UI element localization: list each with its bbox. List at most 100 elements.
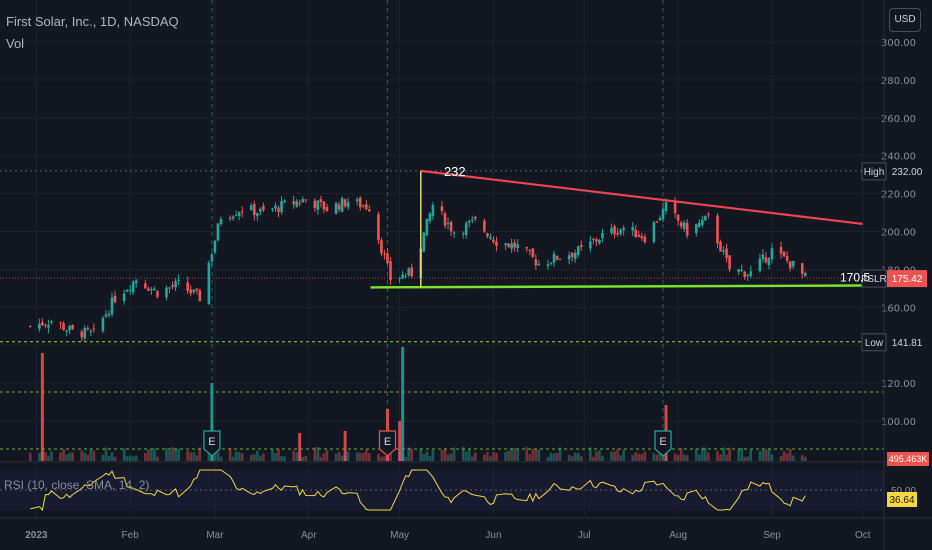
high-value: 232.00 <box>892 167 923 178</box>
volume-bar <box>65 454 68 461</box>
support-trendline <box>370 284 863 289</box>
candle-body <box>83 327 87 339</box>
candle-body <box>210 254 214 262</box>
candle-body <box>277 207 280 212</box>
time-tick-label: Feb <box>122 530 140 541</box>
volume-bar <box>334 453 338 461</box>
volume-bar <box>449 453 453 461</box>
candle-body <box>237 212 241 217</box>
volume-bar <box>313 447 317 461</box>
volume-bar <box>380 456 383 461</box>
volume-bar <box>346 451 350 461</box>
volume-bar <box>546 456 550 461</box>
volume-bar <box>325 450 329 461</box>
candle-body <box>452 232 456 234</box>
volume-bar <box>38 452 41 461</box>
volume-bar <box>361 452 365 461</box>
candle-body <box>685 222 689 236</box>
volume-bar <box>495 452 498 461</box>
candle-body <box>507 243 510 248</box>
candle-body <box>428 213 432 221</box>
candle-body <box>259 208 262 212</box>
volume-bar <box>171 447 174 461</box>
candle-body <box>589 241 592 249</box>
volume-bar <box>758 451 762 461</box>
candle-body <box>558 258 562 260</box>
volume-bar <box>510 448 513 461</box>
candle-body <box>528 249 532 251</box>
candle-body <box>355 199 359 202</box>
candle-body <box>695 224 698 233</box>
volume-bar <box>383 456 386 461</box>
candle-body <box>531 248 535 257</box>
volume-bar <box>483 454 486 461</box>
volume-bar <box>803 456 807 461</box>
candle-body <box>153 288 156 291</box>
candle-body <box>682 222 686 229</box>
volume-bar <box>92 450 96 461</box>
volume-bar <box>640 454 644 461</box>
candle-body <box>637 234 641 237</box>
volume-bars <box>28 347 807 461</box>
support-value-label: 170.5 <box>840 270 870 284</box>
volume-bar <box>592 456 595 461</box>
candle-body <box>652 222 656 243</box>
candle-body <box>65 330 68 332</box>
candle-body <box>271 208 274 210</box>
volume-bar <box>507 450 510 461</box>
candle-body <box>676 214 680 221</box>
earnings-marker[interactable]: E <box>203 430 221 457</box>
candle-body <box>71 325 74 329</box>
volume-bar <box>174 449 177 461</box>
candle-body <box>495 241 498 246</box>
candle-body <box>661 208 665 220</box>
candle-body <box>407 268 410 276</box>
candle-body <box>673 201 677 214</box>
candle-body <box>147 288 150 291</box>
earnings-marker[interactable]: E <box>654 430 672 457</box>
volume-bar <box>110 452 114 461</box>
candle-body <box>165 287 168 298</box>
candle-body <box>386 253 389 264</box>
candle-body <box>573 252 577 260</box>
volume-bar <box>134 455 138 461</box>
candle-body <box>292 201 295 205</box>
candle-body <box>800 263 804 274</box>
volume-bar <box>262 453 265 461</box>
candle-body <box>743 271 747 277</box>
volume-bar <box>213 452 217 461</box>
candle-body <box>131 281 135 293</box>
candle-body <box>474 216 477 219</box>
volume-value: 495.463K <box>889 454 928 464</box>
rsi-level-label: 50.00 <box>891 486 916 497</box>
candle-body <box>758 258 762 272</box>
volume-bar <box>377 453 380 461</box>
earnings-marker[interactable]: E <box>378 430 397 457</box>
volume-bar <box>165 447 168 461</box>
earnings-marker-label: E <box>208 436 215 448</box>
earnings-marker-label: E <box>384 436 391 448</box>
candle-body <box>704 215 707 221</box>
candle-body <box>59 322 62 324</box>
candle-body <box>262 206 265 211</box>
candle-body <box>504 243 507 246</box>
currency-button[interactable]: USD <box>889 8 921 32</box>
volume-bar <box>467 449 471 461</box>
candle-body <box>570 252 574 257</box>
volume-bar <box>589 447 592 461</box>
volume-bar <box>761 448 765 461</box>
volume-bar <box>83 452 87 461</box>
candle-body <box>546 264 550 267</box>
volume-bar <box>80 450 84 461</box>
candle-body <box>301 199 305 203</box>
price-tick-label: 300.00 <box>881 38 916 49</box>
volume-spike <box>343 431 347 461</box>
volume-bar <box>156 456 159 461</box>
volume-bar <box>113 456 117 461</box>
candle-body <box>431 205 435 217</box>
volume-bar <box>280 456 283 461</box>
candle-body <box>486 233 489 237</box>
candle-body <box>461 233 465 235</box>
